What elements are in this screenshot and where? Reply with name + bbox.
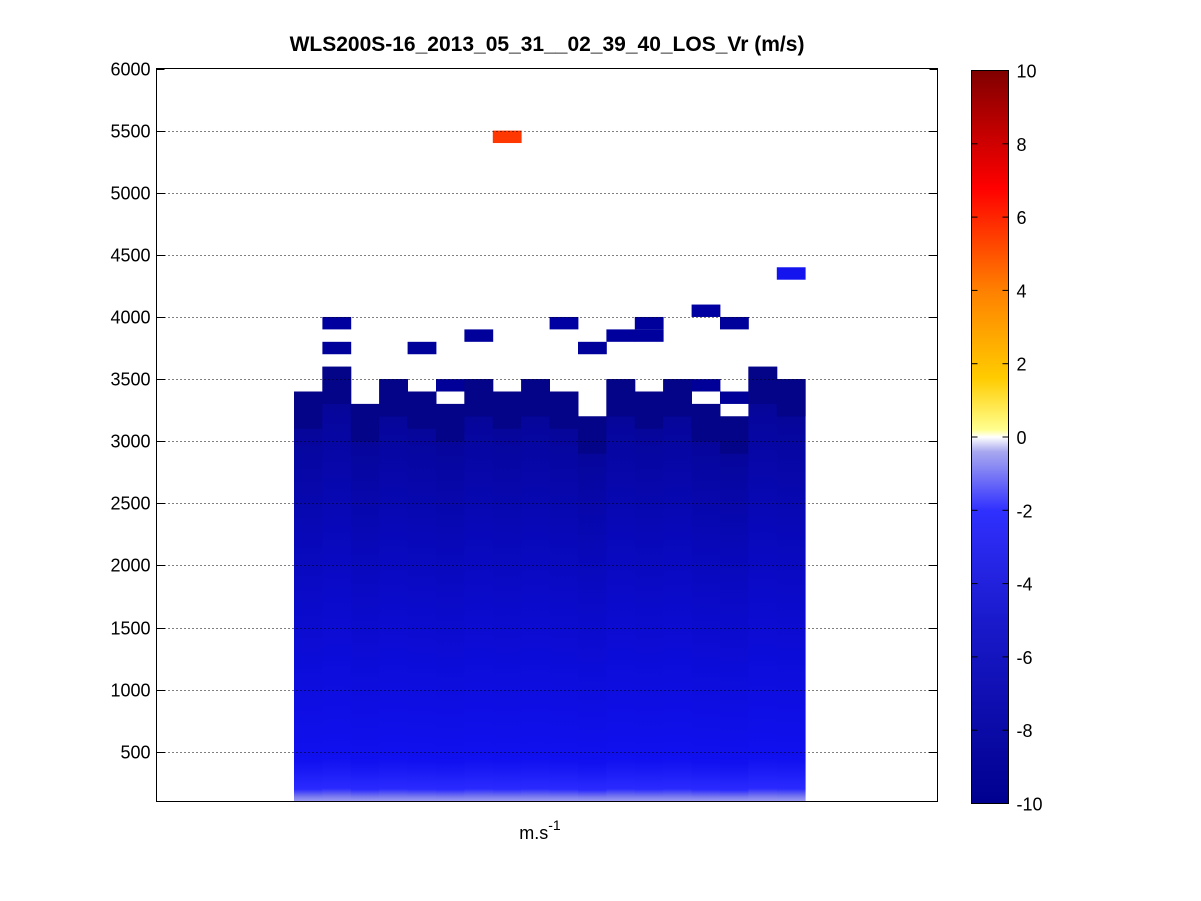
heatmap-column-top [663,379,692,417]
heatmap-cell [691,379,721,392]
heatmap-column-top [748,366,778,404]
plot-area [294,130,806,802]
y-tick-label: 6000 [110,60,150,80]
heatmap-column [294,391,323,802]
heatmap-column-top [407,391,437,429]
heatmap-column-top [322,366,352,404]
x-axis-label-superscript: -1 [548,817,561,833]
heatmap-cell [322,316,352,330]
colorbar-tick-label: 4 [1017,281,1027,301]
heatmap-column-top [549,391,579,429]
heatmap-cell [634,316,664,330]
heatmap-column [720,416,749,802]
y-tick-label: 1500 [110,619,150,639]
heatmap-column-top [606,379,636,417]
x-axis-label-text: m.s [519,823,548,843]
heatmap-column [663,379,692,802]
heatmap-column [578,416,607,802]
colorbar-tick-label: 10 [1017,62,1037,82]
colorbar-tick-label: 0 [1017,428,1027,448]
heatmap-column-top [521,379,550,417]
x-axis-label: m.s-1 [519,817,561,843]
heatmap-column-top [691,403,721,442]
colorbar-tick-label: -8 [1017,721,1033,741]
heatmap-column-top [436,403,465,442]
heatmap-column [549,391,579,802]
plot-frame [156,68,938,802]
heatmap-column-top [720,416,749,454]
y-tick-label: 5000 [110,184,150,204]
heatmap-column-top [578,416,607,454]
heatmap-column-top [350,403,380,442]
colorbar-tick-label: -10 [1017,795,1043,815]
heatmap-column-top [492,391,522,429]
colorbar [971,70,1009,804]
heatmap-column-top [776,379,806,417]
heatmap-column [322,366,352,802]
heatmap-column [492,391,522,802]
colorbar-tick-label: 6 [1017,208,1027,228]
heatmap-cell [776,267,806,280]
heatmap-column [436,403,465,802]
y-tick-label: 1000 [110,681,150,701]
heatmap-column [776,379,806,802]
colorbar-tick-label: -6 [1017,648,1033,668]
heatmap-column-top [634,391,664,429]
heatmap-column-top [379,379,408,417]
colorbar-tick-label: -4 [1017,575,1033,595]
y-tick-label: 3000 [110,432,150,452]
y-tick-label: 4500 [110,246,150,266]
heatmap-cell [549,316,579,330]
heatmap-cell [691,304,721,317]
heatmap-cell [407,341,437,355]
heatmap-cell [720,391,749,404]
heatmap-column [606,379,636,802]
heatmap-column [350,403,380,802]
heatmap-column [464,379,494,802]
heatmap-column [379,379,408,802]
heatmap-column [407,391,437,802]
y-tick-label: 500 [120,743,150,763]
heatmap-cell [492,130,522,144]
chart-title: WLS200S-16_2013_05_31__02_39_40_LOS_Vr (… [290,33,805,56]
heatmap-column-top [294,391,323,429]
heatmap-cell [720,316,749,330]
y-tick-label: 5500 [110,122,150,142]
heatmap-cell [322,341,352,355]
colorbar-tick-label: 8 [1017,135,1027,155]
heatmap-column [634,391,664,802]
y-axis: 500 1000 1500 2000 2500 3000 3500 4000 4500 5000 5… [110,60,938,763]
colorbar-tick-label: 2 [1017,355,1027,375]
heatmap-column [691,403,721,802]
y-tick-label: 2500 [110,494,150,514]
y-tick-label: 3500 [110,370,150,390]
heatmap-column [521,379,550,802]
colorbar-tick-label: -2 [1017,501,1033,521]
heatmap-cell [578,341,607,355]
y-tick-label: 4000 [110,308,150,328]
heatmap-cell [634,329,664,342]
heatmap-column-top [464,379,494,417]
y-tick-label: 2000 [110,556,150,576]
heatmap-cell [436,379,465,392]
heatmap-cell [464,329,494,342]
colorbar-axis: -10 -8 -6 -4 -2 0 2 4 6 8 10 [971,62,1043,815]
heatmap-cell [606,329,636,342]
heatmap-column [748,366,778,802]
